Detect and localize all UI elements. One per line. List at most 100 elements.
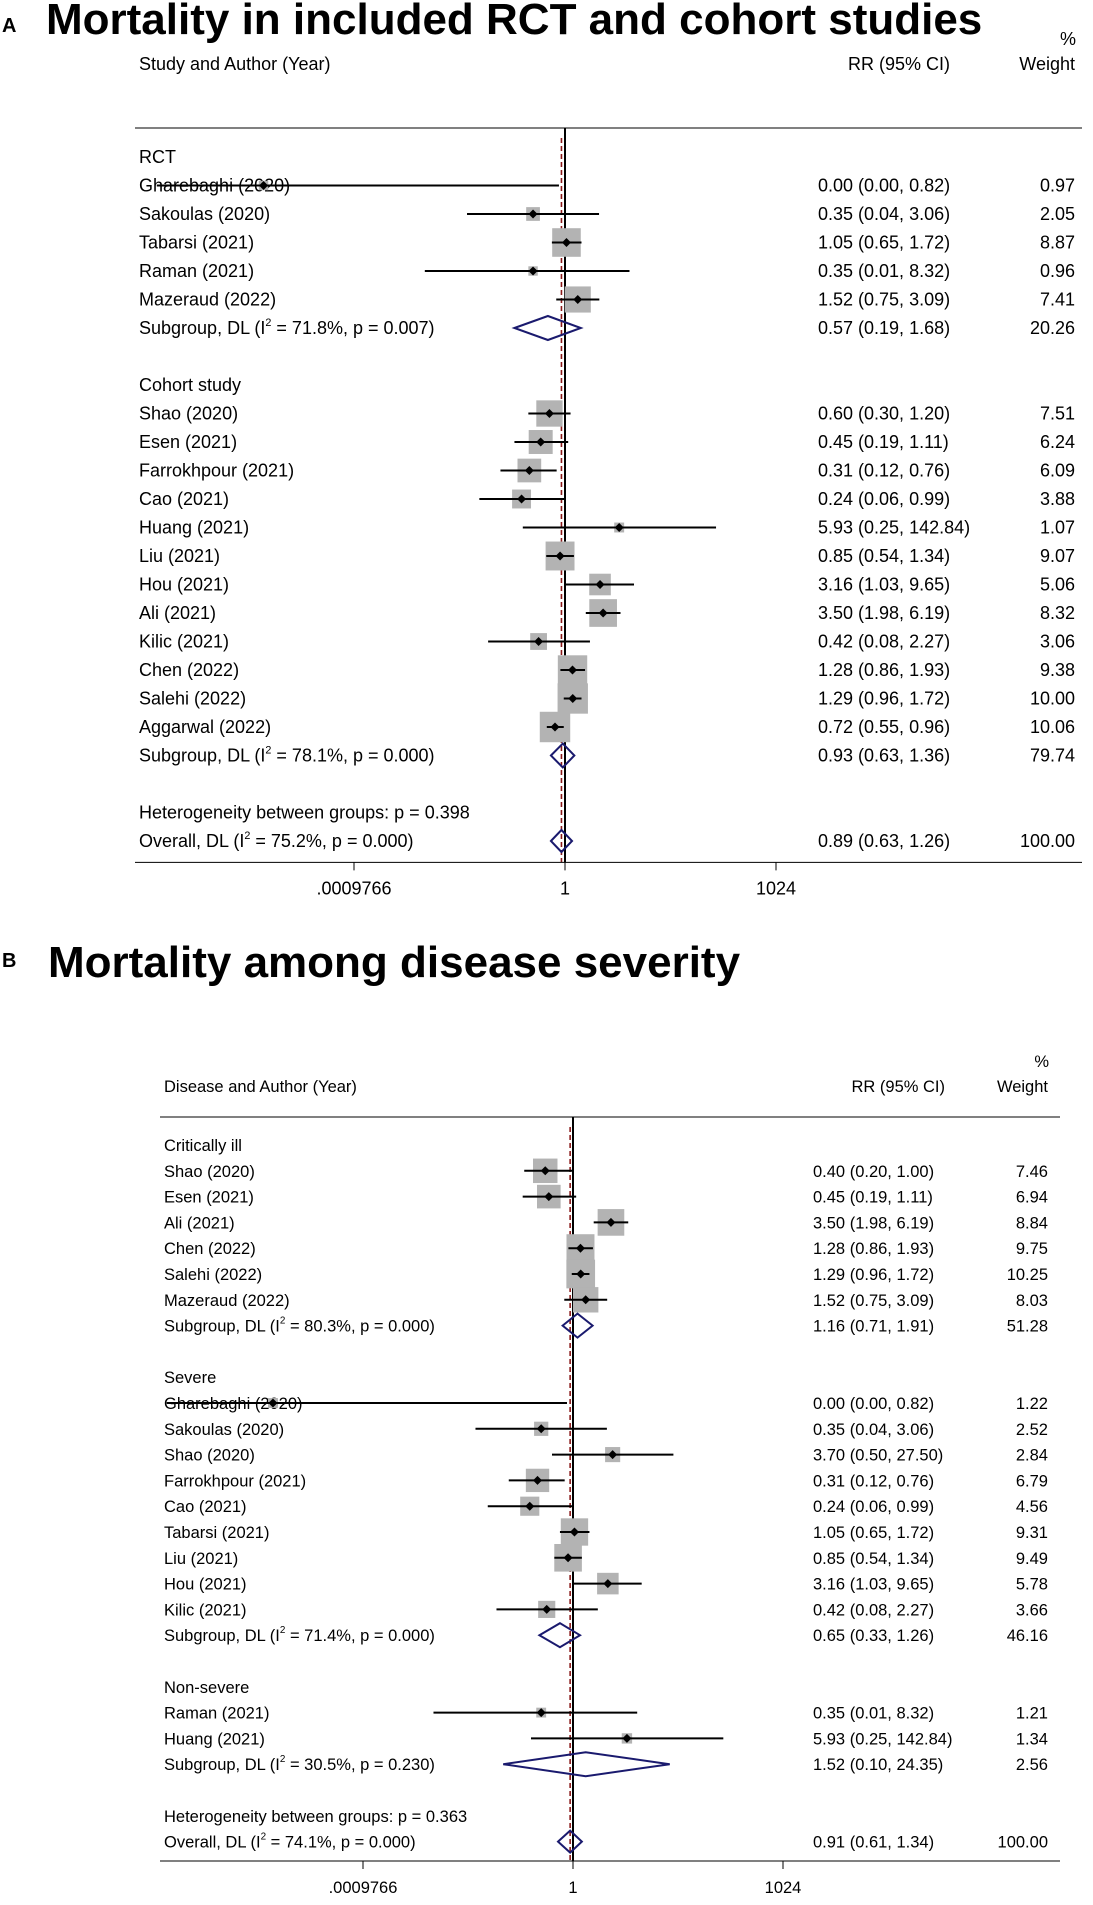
label-suffix: = 71.4%, p = 0.000)	[285, 1627, 435, 1645]
rr-ci-value: 0.35 (0.01, 8.32)	[818, 261, 950, 281]
rr-ci-value: 1.52 (0.75, 3.09)	[818, 290, 950, 310]
weight-value: 9.75	[1016, 1240, 1048, 1258]
x-tick-label: 1	[568, 1879, 577, 1897]
i2-superscript: 2	[265, 745, 271, 757]
study-label: Huang (2021)	[164, 1730, 265, 1748]
weight-value: 9.49	[1016, 1550, 1048, 1568]
point-estimate	[536, 1424, 546, 1434]
overall-label: Overall, DL (I2 = 75.2%, p = 0.000)	[139, 830, 414, 851]
study-label: Shao (2020)	[139, 404, 238, 424]
point-estimate	[525, 1501, 535, 1511]
point-estimate	[606, 1217, 616, 1227]
i2-superscript: 2	[244, 830, 250, 842]
study-label: Hou (2021)	[164, 1576, 247, 1594]
rr-ci-value: 0.45 (0.19, 1.11)	[813, 1189, 933, 1207]
point-estimate	[517, 494, 527, 504]
group-label: Critically ill	[164, 1137, 242, 1155]
i2-superscript: 2	[265, 317, 271, 329]
rr-ci-value: 1.05 (0.65, 1.72)	[818, 233, 950, 253]
subgroup-diamond	[511, 314, 584, 342]
label-suffix: = 30.5%, p = 0.230)	[285, 1756, 435, 1774]
study-label: Liu (2021)	[164, 1550, 238, 1568]
study-label: Aggarwal (2022)	[139, 717, 271, 737]
study-label: Tabarsi (2021)	[139, 233, 254, 253]
rr-ci-value: 0.35 (0.01, 8.32)	[813, 1705, 934, 1723]
study-label: Ali (2021)	[164, 1214, 235, 1232]
weight-value: 1.22	[1016, 1395, 1048, 1413]
weight-value: 8.87	[1040, 233, 1075, 253]
subgroup-label: Subgroup, DL (I2 = 78.1%, p = 0.000)	[139, 745, 435, 766]
rr-column-header: RR (95% CI)	[848, 54, 950, 74]
label-prefix: Subgroup, DL (I	[139, 746, 265, 766]
rr-ci-value: 0.85 (0.54, 1.34)	[818, 546, 950, 566]
rr-ci-value: 1.52 (0.10, 24.35)	[813, 1756, 943, 1774]
x-tick-label: .0009766	[329, 1879, 398, 1897]
label-suffix: = 80.3%, p = 0.000)	[285, 1318, 435, 1336]
point-estimate	[524, 466, 534, 475]
point-estimate	[536, 437, 546, 447]
rr-ci-value: 0.24 (0.06, 0.99)	[818, 489, 950, 509]
weight-value: 7.51	[1040, 404, 1075, 424]
point-estimate	[259, 181, 269, 190]
weight-value: 2.05	[1040, 204, 1075, 224]
weight-value: 4.56	[1016, 1498, 1048, 1516]
label-suffix: = 78.1%, p = 0.000)	[271, 746, 434, 766]
group-label: Severe	[164, 1369, 216, 1387]
point-estimate	[595, 580, 605, 589]
heterogeneity-text: Heterogeneity between groups: p = 0.398	[139, 803, 470, 823]
rr-ci-value: 1.29 (0.96, 1.72)	[818, 689, 950, 709]
label-suffix: = 71.8%, p = 0.007)	[271, 318, 434, 338]
forest-plot-a: % Study and Author (Year) RR (95% CI) Weigh…	[135, 29, 1082, 898]
rr-ci-value: 0.89 (0.63, 1.26)	[818, 831, 950, 851]
weight-value: 5.06	[1040, 575, 1075, 595]
study-label: Tabarsi (2021)	[164, 1524, 269, 1542]
study-label: Liu (2021)	[139, 546, 220, 566]
overall-label: Overall, DL (I2 = 74.1%, p = 0.000)	[164, 1832, 416, 1852]
rr-ci-value: 0.31 (0.12, 0.76)	[818, 461, 950, 481]
label-suffix: = 74.1%, p = 0.000)	[266, 1834, 416, 1852]
rr-ci-value: 0.93 (0.63, 1.36)	[818, 746, 950, 766]
label-prefix: Subgroup, DL (I	[164, 1627, 280, 1645]
rr-ci-value: 0.72 (0.55, 0.96)	[818, 717, 950, 737]
point-estimate	[576, 1269, 586, 1279]
point-estimate	[528, 266, 538, 276]
study-label: Shao (2020)	[164, 1447, 255, 1465]
label-suffix: = 75.2%, p = 0.000)	[250, 831, 413, 851]
overall-diamond	[549, 828, 574, 854]
study-label: Kilic (2021)	[164, 1601, 247, 1619]
panel-b-letter: B	[2, 950, 16, 972]
weight-value: 9.07	[1040, 546, 1075, 566]
i2-superscript: 2	[280, 1316, 286, 1327]
point-estimate	[575, 1243, 585, 1253]
point-estimate	[268, 1398, 278, 1408]
study-label: Cao (2021)	[139, 489, 229, 509]
point-estimate	[544, 409, 554, 418]
study-column-header: Study and Author (Year)	[139, 54, 330, 74]
rr-ci-value: 3.50 (1.98, 6.19)	[813, 1214, 934, 1232]
panel-a-letter: A	[2, 15, 16, 37]
weight-value: 1.34	[1016, 1730, 1048, 1748]
point-estimate	[573, 295, 583, 304]
weight-column-header: Weight	[997, 1078, 1048, 1096]
x-tick-label: 1	[560, 878, 570, 898]
rr-ci-value: 1.05 (0.65, 1.72)	[813, 1524, 934, 1542]
weight-value: 6.79	[1016, 1472, 1048, 1490]
rr-ci-value: 0.45 (0.19, 1.11)	[818, 432, 949, 452]
label-prefix: Subgroup, DL (I	[139, 318, 265, 338]
study-label: Raman (2021)	[164, 1705, 269, 1723]
subgroup-diamond	[537, 1622, 582, 1649]
rr-ci-value: 0.57 (0.19, 1.68)	[818, 318, 950, 338]
rr-ci-value: 1.28 (0.86, 1.93)	[818, 660, 950, 680]
group-label: Cohort study	[139, 375, 241, 395]
label-prefix: Overall, DL (I	[164, 1834, 261, 1852]
study-label: Hou (2021)	[139, 575, 229, 595]
point-estimate	[550, 722, 560, 732]
study-label: Farrokhpour (2021)	[139, 461, 294, 481]
i2-superscript: 2	[261, 1832, 267, 1843]
point-estimate	[598, 608, 608, 618]
weight-value: 46.16	[1007, 1627, 1048, 1645]
rr-ci-value: 1.52 (0.75, 3.09)	[813, 1292, 934, 1310]
point-estimate	[540, 1166, 550, 1176]
i2-superscript: 2	[280, 1625, 286, 1636]
